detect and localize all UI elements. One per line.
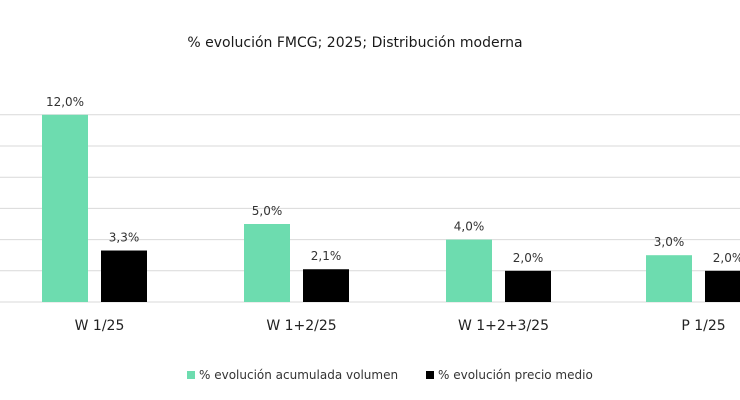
category-label: P 1/25 xyxy=(681,318,725,334)
data-label: 5,0% xyxy=(252,204,283,218)
data-label: 4,0% xyxy=(454,220,485,234)
data-label: 3,3% xyxy=(109,231,140,245)
category-labels: W 1/25 W 1+2/25 W 1+2+3/25 P 1/25 xyxy=(75,318,726,334)
category-label: W 1/25 xyxy=(75,318,125,334)
data-label: 2,1% xyxy=(311,249,342,263)
bar-volumen xyxy=(646,255,692,302)
bar-volumen xyxy=(42,114,88,302)
legend-swatch-volumen xyxy=(187,371,195,379)
category-label: W 1+2/25 xyxy=(266,318,336,334)
legend: % evolución acumulada volumen % evolución… xyxy=(187,368,593,382)
chart-title: % evolución FMCG; 2025; Distribución mod… xyxy=(187,35,522,51)
bar-precio xyxy=(705,270,740,302)
legend-label: % evolución precio medio xyxy=(438,368,593,382)
category-label: W 1+2+3/25 xyxy=(458,318,549,334)
data-labels: 12,0% 3,3% 5,0% 2,1% 4,0% 2,0% 3,0% 2,0% xyxy=(46,95,740,265)
bar-volumen xyxy=(446,239,492,302)
data-label: 2,0% xyxy=(513,251,544,265)
bar-precio xyxy=(505,270,551,302)
bar-precio xyxy=(101,250,147,302)
data-label: 12,0% xyxy=(46,95,84,109)
bar-precio xyxy=(303,269,349,302)
legend-swatch-precio xyxy=(426,371,434,379)
bars xyxy=(42,114,740,302)
bar-volumen xyxy=(244,224,290,302)
data-label: 3,0% xyxy=(654,235,685,249)
legend-label: % evolución acumulada volumen xyxy=(199,368,398,382)
data-label: 2,0% xyxy=(713,251,740,265)
